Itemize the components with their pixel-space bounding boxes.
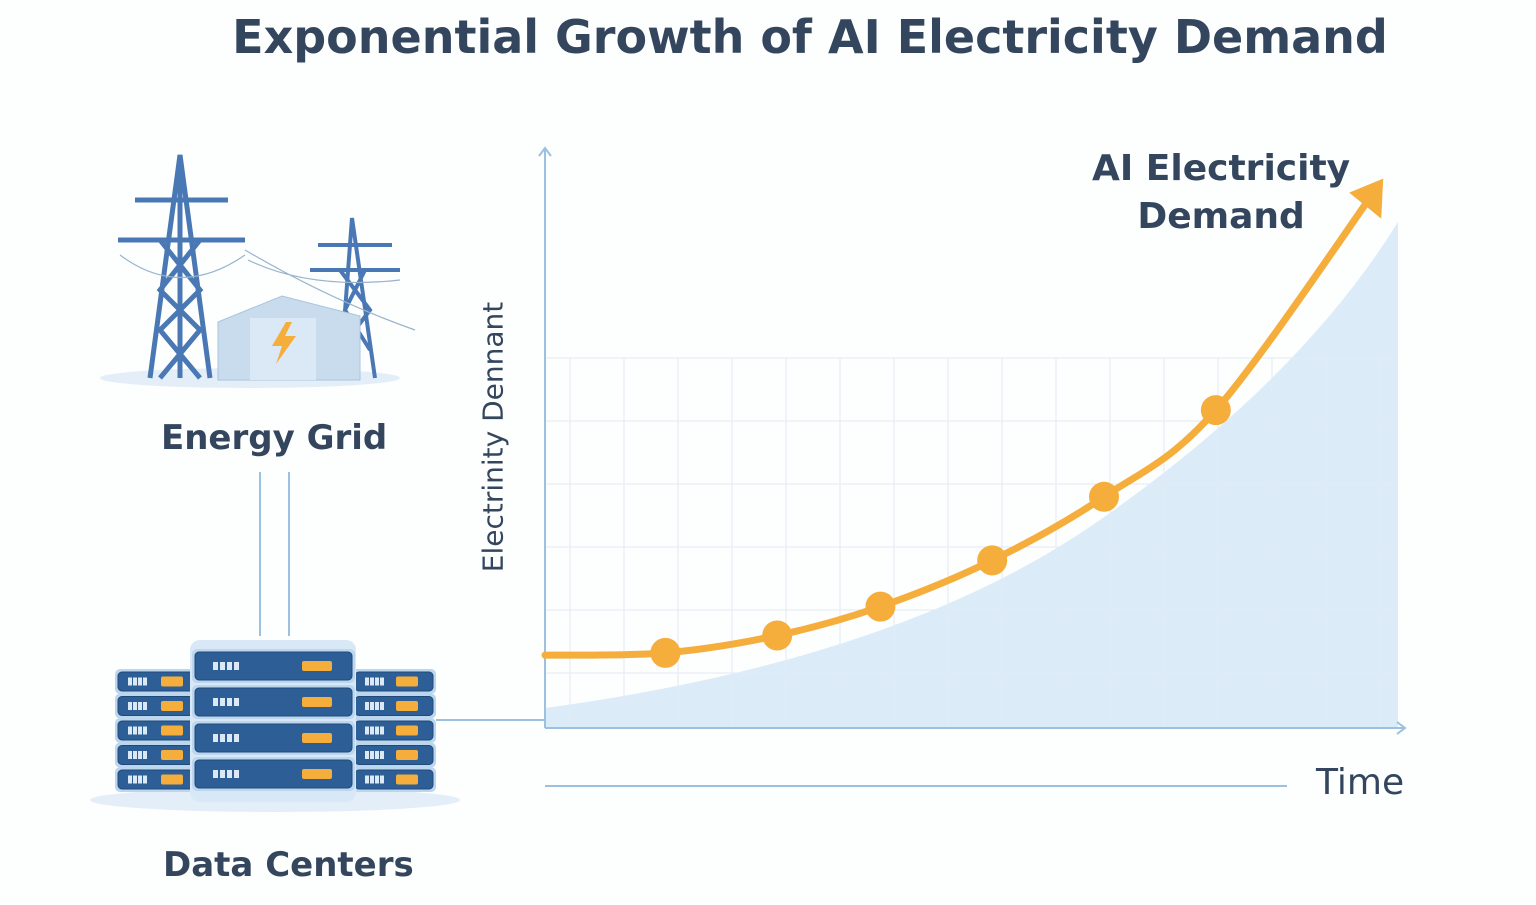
chart xyxy=(538,146,1407,787)
y-axis-label: Electrinity Dennant xyxy=(476,301,510,573)
server-vent xyxy=(213,770,218,778)
demand-curve xyxy=(541,181,1383,659)
server-vent xyxy=(380,677,384,686)
server-unit xyxy=(194,687,353,717)
server-vent xyxy=(133,751,137,759)
server-vent xyxy=(234,698,239,706)
server-led xyxy=(302,697,332,707)
server-vent xyxy=(227,734,232,742)
server-led xyxy=(161,774,183,785)
server-vent xyxy=(365,677,369,686)
server-vent xyxy=(143,702,147,710)
data-point xyxy=(977,545,1008,576)
server-vent xyxy=(234,770,239,778)
energy-grid-label: Energy Grid xyxy=(161,418,388,458)
server-vent xyxy=(234,662,239,670)
server-vent xyxy=(380,726,384,735)
server-vent xyxy=(138,677,142,686)
server-vent xyxy=(227,770,232,778)
server-led xyxy=(396,774,418,785)
server-vent xyxy=(380,751,384,759)
server-vent xyxy=(128,751,132,759)
server-vent xyxy=(128,726,132,735)
server-led xyxy=(161,750,183,760)
x-axis xyxy=(545,721,1407,735)
server-vent xyxy=(213,698,218,706)
server-vent xyxy=(375,751,379,759)
server-vent xyxy=(365,702,369,710)
server-led xyxy=(161,676,183,687)
server-vent xyxy=(375,726,379,735)
server-vent xyxy=(128,677,132,686)
server-vent xyxy=(143,726,147,735)
server-vent xyxy=(138,726,142,735)
server-unit xyxy=(194,651,353,681)
server-vent xyxy=(133,702,137,710)
server-rack-icon xyxy=(90,640,460,812)
server-vent xyxy=(138,775,142,784)
server-vent xyxy=(138,702,142,710)
server-vent xyxy=(370,751,374,759)
data-point xyxy=(762,620,793,651)
series-label-line2: Demand xyxy=(1137,196,1305,237)
server-vent xyxy=(220,698,225,706)
server-vent xyxy=(370,775,374,784)
server-vent xyxy=(370,702,374,710)
server-vent xyxy=(138,751,142,759)
server-led xyxy=(396,701,418,711)
server-led xyxy=(302,661,332,671)
x-axis-label: Time xyxy=(1316,762,1405,803)
server-unit xyxy=(194,723,353,753)
shaded-area xyxy=(545,222,1398,728)
server-vent xyxy=(370,726,374,735)
data-point xyxy=(650,637,681,668)
server-vent xyxy=(133,775,137,784)
server-vent xyxy=(234,734,239,742)
server-vent xyxy=(213,734,218,742)
server-vent xyxy=(143,751,147,759)
server-led xyxy=(161,725,183,736)
server-vent xyxy=(220,770,225,778)
series-label-line1: AI Electricity xyxy=(1092,148,1351,189)
server-unit xyxy=(194,759,353,789)
server-vent xyxy=(133,677,137,686)
series-label: AI Electricity Demand xyxy=(1092,145,1350,241)
server-vent xyxy=(380,702,384,710)
server-vent xyxy=(143,775,147,784)
server-vent xyxy=(227,698,232,706)
server-vent xyxy=(370,677,374,686)
server-vent xyxy=(220,662,225,670)
server-led xyxy=(161,701,183,711)
server-led xyxy=(302,769,332,779)
server-vent xyxy=(375,702,379,710)
lightning-building-icon xyxy=(217,295,361,381)
server-vent xyxy=(128,775,132,784)
server-vent xyxy=(365,751,369,759)
data-centers-label: Data Centers xyxy=(163,845,414,885)
server-vent xyxy=(227,662,232,670)
server-vent xyxy=(375,775,379,784)
server-vent xyxy=(380,775,384,784)
server-vent xyxy=(220,734,225,742)
connector-lines xyxy=(259,472,545,721)
server-vent xyxy=(143,677,147,686)
y-axis xyxy=(538,146,552,728)
page-title: Exponential Growth of AI Electricity Dem… xyxy=(232,10,1388,64)
server-vent xyxy=(365,775,369,784)
server-vent xyxy=(375,677,379,686)
server-led xyxy=(396,725,418,736)
data-point xyxy=(1089,481,1119,512)
server-vent xyxy=(133,726,137,735)
server-led xyxy=(302,733,332,743)
arrow-head xyxy=(1349,178,1384,219)
server-vent xyxy=(213,662,218,670)
server-led xyxy=(396,750,418,760)
server-led xyxy=(396,676,418,687)
data-point xyxy=(865,591,896,622)
server-vent xyxy=(365,726,369,735)
server-vent xyxy=(128,702,132,710)
data-point xyxy=(1200,395,1231,426)
